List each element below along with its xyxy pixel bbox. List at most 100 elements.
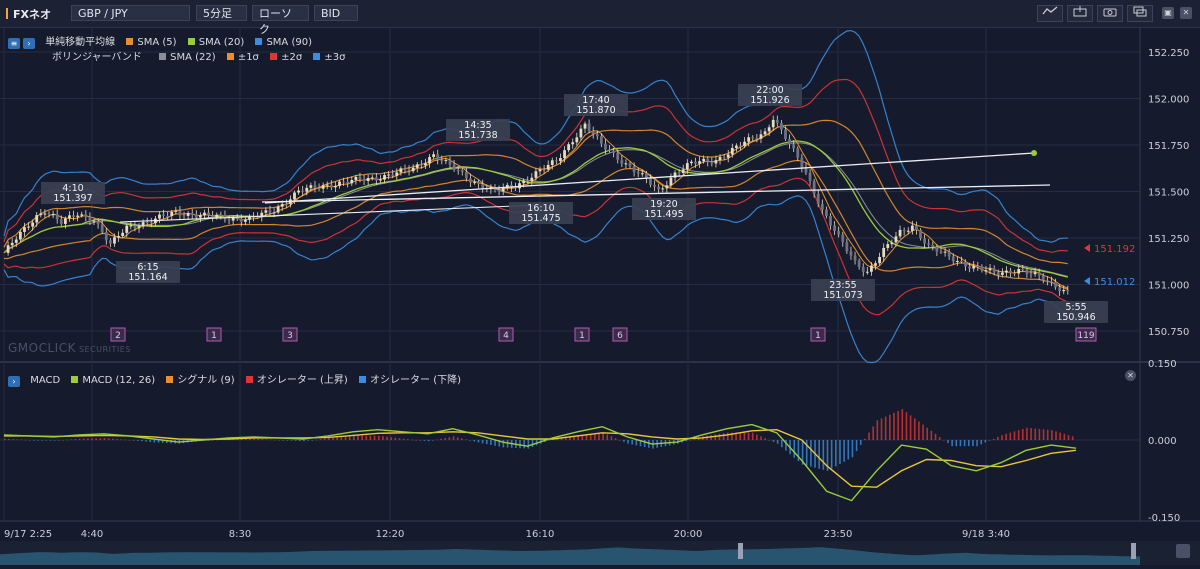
oscillator-up-bar [1001, 435, 1003, 440]
annotation-time: 22:00 [756, 85, 783, 96]
legend-toggle-icon[interactable]: ≡ [8, 38, 20, 49]
oscillator-down-bar [972, 440, 974, 447]
macd-close-icon[interactable]: ✕ [1125, 370, 1136, 381]
oscillator-up-bar [253, 438, 255, 440]
oscillator-up-bar [1046, 429, 1049, 440]
candle-body [1025, 269, 1029, 274]
annotation-box [1044, 301, 1108, 323]
oscillator-up-bar [606, 434, 609, 440]
layout-icon[interactable] [1127, 5, 1153, 22]
candle-body [432, 154, 436, 158]
oscillator-down-bar [839, 440, 841, 465]
oscillator-up-bar [353, 435, 355, 440]
candle-body [215, 215, 219, 218]
candle-body [329, 184, 333, 188]
oscillator-down-bar [307, 440, 309, 441]
interval-select[interactable]: 5分足 [196, 5, 247, 21]
oscillator-up-bar [747, 432, 750, 440]
oscillator-up-bar [357, 435, 359, 440]
price-layer: 2 1 3 4 1 6 1 119 [6, 115, 1097, 342]
candle-body [1062, 289, 1066, 292]
event-marker-label: 6 [617, 331, 623, 341]
oscillator-up-bar [731, 432, 733, 440]
signal-line [4, 428, 1077, 488]
currency-pair-select[interactable]: GBP / JPY [71, 5, 190, 21]
price-tag-label: 151.012 [1094, 277, 1135, 288]
x-axis-tick: 16:10 [526, 529, 555, 540]
camera-glyph [1103, 8, 1117, 17]
sma90-label: SMA (90) [266, 37, 312, 48]
oscillator-down-bar [161, 440, 164, 443]
oscillator-up-bar [1030, 428, 1032, 440]
oscillator-up-bar [411, 439, 413, 441]
candle-body [841, 234, 845, 243]
candle-body [158, 214, 161, 219]
sma90-swatch [255, 38, 263, 45]
candle-body [145, 222, 149, 224]
export-icon[interactable] [1067, 5, 1093, 22]
annotation-price: 151.475 [521, 213, 560, 224]
window-close-icon[interactable]: ✕ [1180, 7, 1192, 19]
price-type-value: BID [321, 7, 341, 20]
trendline-upper [264, 152, 1035, 204]
event-marker-label: 3 [287, 331, 293, 341]
event-marker: 119 [1075, 327, 1097, 342]
chart-type-select[interactable]: ローソク [252, 5, 309, 36]
candle-body [923, 238, 927, 244]
candle-body [706, 158, 710, 162]
price-type-select[interactable]: BID [314, 5, 358, 21]
candle-body [88, 216, 92, 222]
oscillator-up-bar [876, 420, 879, 440]
candle-body [481, 184, 485, 189]
candle-body [657, 186, 661, 190]
sma20-label: SMA (20) [198, 37, 245, 48]
candle-body [808, 172, 812, 182]
candle-body [162, 214, 165, 216]
x-axis-tick: 23:50 [824, 529, 853, 540]
navigator-handle-left [738, 543, 743, 559]
oscillator-up-bar [78, 438, 81, 440]
candle-body [530, 177, 534, 182]
candle-body [411, 167, 415, 172]
line-tool-icon[interactable] [1037, 5, 1063, 22]
candle-body [767, 127, 771, 132]
candle-body [6, 245, 10, 253]
macd-expand-icon[interactable]: › [8, 376, 20, 387]
candle-body [31, 222, 35, 227]
x-axis-tick: 9/18 3:40 [962, 529, 1010, 540]
candle-body [673, 172, 677, 178]
candle-body [661, 188, 665, 190]
event-marker: 1 [810, 327, 826, 342]
macd-swatch [71, 376, 79, 383]
window-restore-icon[interactable]: ▣ [1162, 7, 1174, 19]
oscillator-down-bar [53, 440, 56, 441]
candle-body [964, 261, 967, 267]
x-axis-tick: 9/17 2:25 [4, 529, 52, 540]
candle-body [837, 231, 841, 235]
candle-body [947, 251, 951, 257]
candle-body [542, 169, 546, 171]
legend-expand-icon[interactable]: › [23, 38, 35, 49]
candle-body [231, 217, 235, 221]
annotation-box [738, 84, 802, 106]
navigator-handle-right [1131, 543, 1136, 559]
oscillator-up-bar [74, 439, 77, 440]
candle-body [906, 230, 910, 232]
event-marker-label: 1 [815, 331, 821, 341]
oscillator-up-bar [95, 438, 98, 440]
oscillator-up-bar [897, 411, 899, 440]
oscillator-up-bar [465, 439, 467, 440]
candle-body [628, 163, 632, 167]
bb-sma-label: SMA (22) [170, 52, 216, 63]
candle-body [334, 185, 337, 188]
candle-body [100, 224, 104, 233]
oscillator-up-bar [99, 438, 102, 440]
candle-body [968, 266, 972, 269]
event-marker-label: 2 [115, 331, 121, 341]
oscillator-up-bar [377, 435, 380, 440]
candle-body [448, 160, 452, 165]
oscillator-up-bar [992, 438, 995, 440]
camera-icon[interactable] [1097, 5, 1123, 22]
candle-body [722, 157, 726, 159]
